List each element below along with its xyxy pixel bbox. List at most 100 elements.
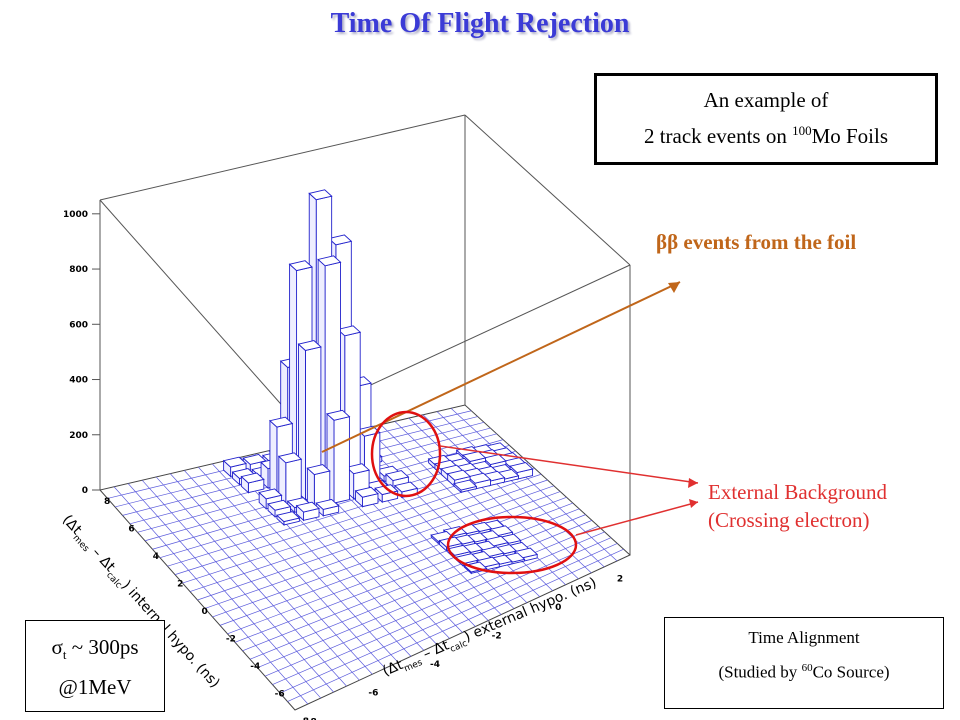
z-tick-label: 0 (82, 486, 88, 496)
histogram-bar (306, 464, 331, 476)
histogram-bar (242, 454, 267, 465)
floor-gridline (257, 525, 599, 669)
floor-gridline (141, 479, 334, 693)
histogram-bar (336, 325, 362, 337)
annotations (321, 281, 699, 575)
z-tick-label: 800 (69, 265, 88, 275)
floor-gridline (279, 543, 618, 694)
floor-gridline (287, 548, 624, 702)
histogram-bar (315, 498, 340, 510)
external-arrowhead-2 (689, 499, 698, 508)
bb-arrow (321, 281, 681, 453)
z-tick-label: 600 (69, 320, 88, 330)
floor-gridline (226, 460, 412, 657)
resolution-line1: σt ~ 300ps (51, 635, 139, 663)
histogram-bar (277, 452, 303, 464)
y-tick-label: 2 (177, 580, 183, 590)
floor-gridline (227, 502, 574, 635)
histogram-bar (345, 463, 371, 475)
floor-gridline (234, 508, 580, 643)
floor-gridline (113, 486, 309, 705)
histogram-bar (297, 340, 322, 351)
resolution-line2: @1MeV (58, 675, 132, 700)
histogram-bar (467, 472, 492, 484)
histogram-bar (317, 255, 342, 267)
histogram-bar (446, 544, 472, 556)
floor-gridline (242, 514, 586, 652)
time-alignment-line1: Time Alignment (748, 628, 860, 647)
histogram-bar (222, 456, 247, 468)
histogram-bar (462, 451, 487, 462)
y-tick-label: -2 (226, 635, 236, 645)
floor-gridline (219, 496, 567, 626)
x-tick-label: -8 (307, 717, 317, 720)
histogram-bar (385, 470, 410, 482)
x-tick-label: -6 (368, 689, 378, 699)
histogram-bar (288, 260, 313, 272)
floor-gridline (272, 537, 612, 685)
x-tick-label: -2 (492, 632, 502, 642)
histogram-bar (326, 409, 351, 421)
frame-edge (464, 114, 631, 266)
floor-gridline (183, 470, 373, 675)
histogram-bar (438, 536, 463, 548)
histogram-bar (267, 499, 292, 511)
histogram-bar (327, 234, 353, 246)
z-tick-label: 200 (69, 431, 88, 441)
y-tick-label: -8 (299, 717, 309, 720)
floor-gridline (249, 520, 593, 660)
y-tick-label: 0 (202, 607, 208, 617)
external-background-label: External Background (Crossing electron) (708, 478, 887, 534)
external-ellipse-1 (370, 410, 442, 498)
external-line2: (Crossing electron) (708, 508, 870, 532)
y-tick-label: 6 (128, 525, 134, 535)
y-tick-label: 8 (104, 497, 110, 507)
y-tick-label: -6 (275, 690, 285, 700)
histogram-bar (240, 472, 265, 484)
floor-gridline (197, 479, 548, 601)
frame-edge (99, 114, 466, 201)
y-tick-label: -4 (250, 662, 260, 672)
resolution-box: σt ~ 300ps @1MeV (25, 620, 165, 712)
frame-edge (99, 199, 296, 421)
histogram-bar (393, 481, 419, 493)
x-tick-label: 2 (617, 575, 623, 585)
z-tick-label: 1000 (63, 210, 88, 220)
floor-gridline (264, 531, 605, 677)
histogram-bar (295, 501, 320, 513)
time-alignment-line2: (Studied by 60Co Source) (718, 662, 890, 682)
floor-gridline (127, 483, 322, 699)
external-arrow-1 (439, 445, 699, 484)
floor-gridline (198, 466, 386, 669)
histogram-bar (269, 419, 278, 498)
time-alignment-box: Time Alignment (Studied by 60Co Source) (664, 617, 944, 709)
histogram-bar (482, 454, 507, 466)
y-tick-label: 4 (153, 552, 159, 562)
x-tick-label: -4 (430, 660, 440, 670)
histogram-bar (333, 416, 350, 504)
example-line2: 2 track events on 100Mo Foils (643, 123, 889, 148)
histogram-bar (509, 462, 534, 474)
external-line1: External Background (708, 480, 888, 504)
histogram-bar (453, 479, 478, 491)
bb-arrowhead (668, 282, 680, 293)
histogram-bar (308, 189, 333, 201)
floor-gridline (155, 476, 347, 687)
histogram-bar (268, 416, 294, 428)
example-line1: An example of (703, 88, 829, 112)
slide-title: Time Of Flight Rejection (330, 8, 630, 39)
histogram-bar (275, 511, 301, 523)
external-ellipse-2 (446, 515, 578, 575)
floor-gridline (204, 485, 554, 609)
histogram-bar (285, 458, 302, 505)
floor-gridline (169, 473, 360, 681)
example-box: An example of 2 track events on 100Mo Fo… (594, 73, 938, 165)
histogram-bar (258, 488, 283, 500)
bb-events-label: ββ events from the foil (656, 230, 857, 254)
floor-gridline (212, 491, 561, 618)
external-arrowhead-1 (688, 478, 698, 488)
plot-bars (222, 189, 539, 575)
x-tick-label: 0 (555, 603, 561, 613)
floor-gridline (212, 463, 399, 663)
